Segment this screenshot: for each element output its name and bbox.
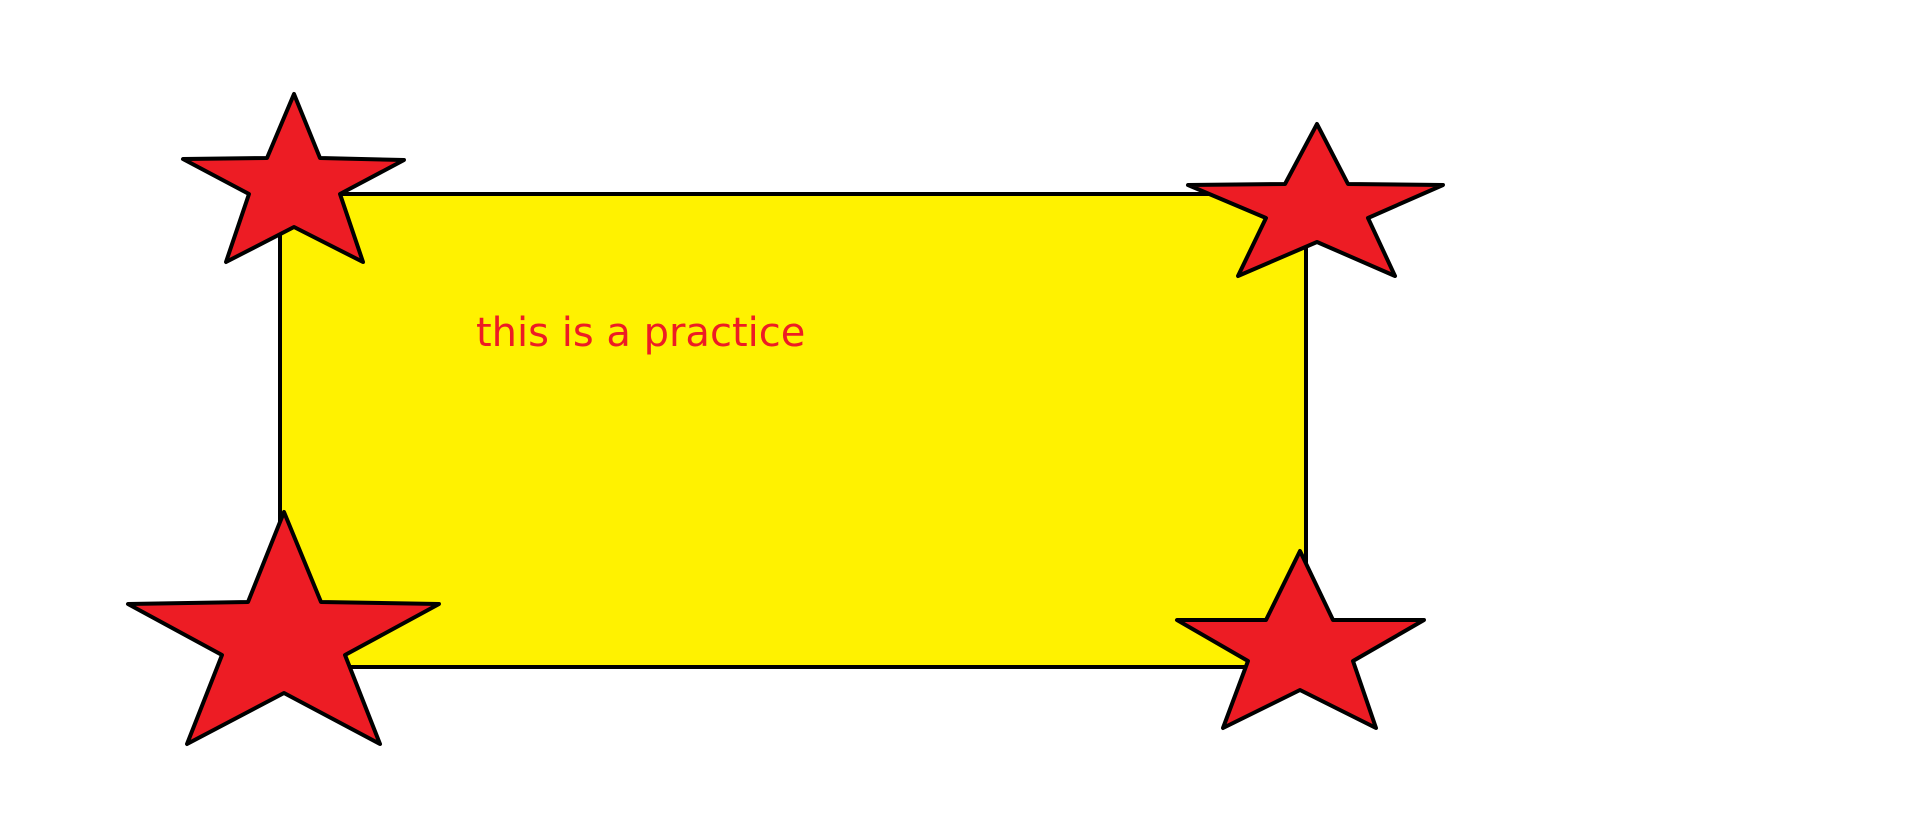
bottom-left-star <box>126 510 441 746</box>
top-left-star <box>181 92 406 264</box>
bottom-right-star <box>1175 549 1426 730</box>
practice-caption: this is a practice <box>476 310 806 356</box>
top-right-star <box>1186 122 1445 278</box>
yellow-rectangle <box>278 192 1308 669</box>
